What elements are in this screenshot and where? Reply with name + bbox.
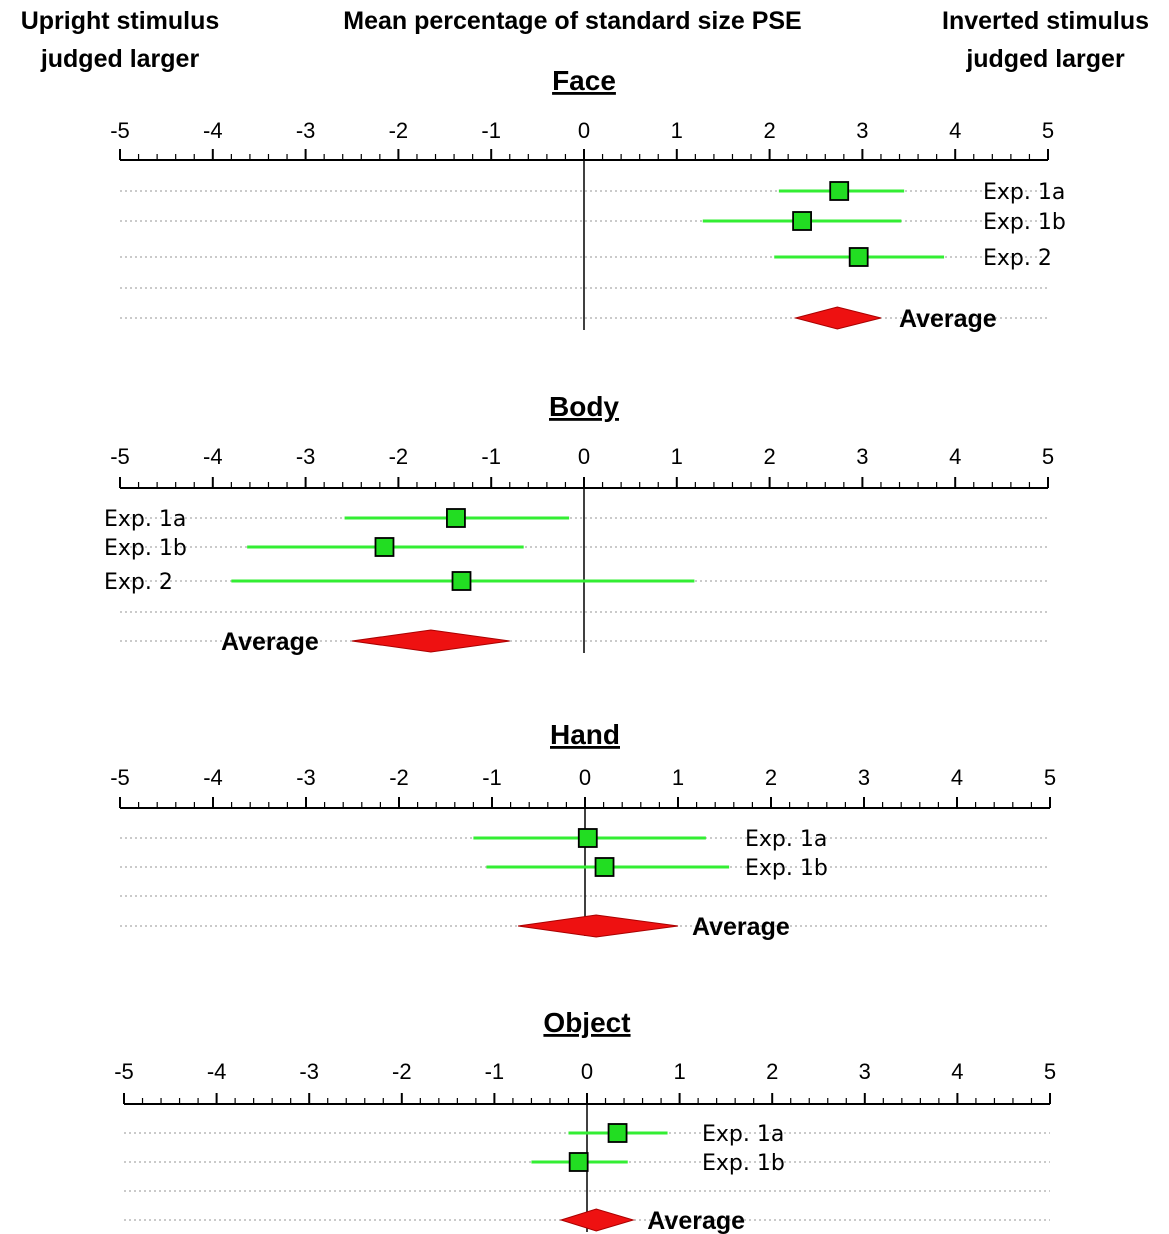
panel-title-object: Object bbox=[543, 1007, 630, 1038]
tick-label-hand: -5 bbox=[110, 765, 130, 790]
tick-label-hand: 0 bbox=[579, 765, 591, 790]
inverted-larger-header: Inverted stimulus judged larger bbox=[922, 2, 1169, 78]
upright-larger-text: Upright stimulus judged larger bbox=[20, 7, 220, 73]
row-label: Exp. 1b bbox=[745, 856, 828, 881]
point-estimate-marker bbox=[607, 1123, 628, 1143]
tick-label-body: 2 bbox=[763, 444, 775, 469]
tick-label-hand: -4 bbox=[203, 765, 223, 790]
tick-label-object: 2 bbox=[766, 1059, 778, 1084]
average-label: Average bbox=[899, 305, 997, 333]
tick-label-hand: 1 bbox=[672, 765, 684, 790]
average-label: Average bbox=[692, 913, 790, 941]
tick-label-object: 0 bbox=[581, 1059, 593, 1084]
chart-main-title: Mean percentage of standard size PSE bbox=[300, 2, 845, 40]
row-label: Exp. 1a bbox=[745, 827, 827, 852]
tick-label-body: -2 bbox=[389, 444, 409, 469]
tick-label-body: -3 bbox=[296, 444, 316, 469]
tick-label-hand: 3 bbox=[858, 765, 870, 790]
tick-label-face: 3 bbox=[856, 118, 868, 143]
panel-title-body: Body bbox=[549, 391, 619, 422]
point-estimate-marker bbox=[594, 857, 615, 877]
point-estimate-marker bbox=[568, 1152, 589, 1172]
row-label: Exp. 1b bbox=[104, 536, 187, 561]
row-label: Exp. 1b bbox=[702, 1151, 785, 1176]
tick-label-object: 3 bbox=[859, 1059, 871, 1084]
tick-label-object: 1 bbox=[673, 1059, 685, 1084]
tick-label-hand: 5 bbox=[1044, 765, 1056, 790]
tick-label-body: -5 bbox=[110, 444, 130, 469]
tick-label-object: 4 bbox=[951, 1059, 963, 1084]
panel-title-face: Face bbox=[552, 65, 616, 96]
tick-label-object: -3 bbox=[299, 1059, 319, 1084]
average-effect-diamond bbox=[517, 914, 679, 938]
tick-label-face: 4 bbox=[949, 118, 961, 143]
tick-label-hand: -2 bbox=[389, 765, 409, 790]
average-label: Average bbox=[647, 1207, 745, 1234]
tick-label-object: -1 bbox=[485, 1059, 505, 1084]
upright-larger-header: Upright stimulus judged larger bbox=[0, 2, 240, 78]
tick-label-face: -2 bbox=[389, 118, 409, 143]
tick-label-body: 4 bbox=[949, 444, 961, 469]
tick-label-face: 2 bbox=[763, 118, 775, 143]
tick-label-face: -5 bbox=[110, 118, 130, 143]
tick-label-body: -4 bbox=[203, 444, 223, 469]
tick-label-hand: 2 bbox=[765, 765, 777, 790]
tick-label-face: -3 bbox=[296, 118, 316, 143]
tick-label-face: -4 bbox=[203, 118, 223, 143]
tick-label-object: -4 bbox=[207, 1059, 227, 1084]
point-estimate-marker bbox=[577, 828, 598, 848]
tick-label-body: 1 bbox=[671, 444, 683, 469]
row-label: Exp. 2 bbox=[983, 246, 1052, 271]
inverted-larger-text: Inverted stimulus judged larger bbox=[942, 7, 1149, 73]
average-label: Average bbox=[221, 628, 319, 656]
panel-title-hand: Hand bbox=[550, 719, 620, 750]
tick-label-hand: -3 bbox=[296, 765, 316, 790]
tick-label-body: 5 bbox=[1042, 444, 1054, 469]
point-estimate-marker bbox=[848, 247, 869, 267]
tick-label-face: 5 bbox=[1042, 118, 1054, 143]
tick-label-object: 5 bbox=[1044, 1059, 1056, 1084]
average-effect-diamond bbox=[351, 629, 510, 653]
row-label: Exp. 1b bbox=[983, 210, 1066, 235]
tick-label-face: 1 bbox=[671, 118, 683, 143]
point-estimate-marker bbox=[446, 508, 466, 528]
tick-label-body: -1 bbox=[481, 444, 501, 469]
row-label: Exp. 1a bbox=[983, 180, 1065, 205]
tick-label-object: -5 bbox=[114, 1059, 134, 1084]
tick-label-object: -2 bbox=[392, 1059, 412, 1084]
tick-label-face: 0 bbox=[578, 118, 590, 143]
row-label: Exp. 2 bbox=[104, 570, 173, 595]
point-estimate-marker bbox=[792, 211, 812, 231]
point-estimate-marker bbox=[451, 571, 472, 591]
row-label: Exp. 1a bbox=[104, 507, 186, 532]
point-estimate-marker bbox=[374, 537, 395, 557]
point-estimate-marker bbox=[829, 181, 850, 201]
row-label: Exp. 1a bbox=[702, 1122, 784, 1147]
average-effect-diamond bbox=[559, 1208, 636, 1232]
tick-label-body: 0 bbox=[578, 444, 590, 469]
tick-label-hand: -1 bbox=[482, 765, 502, 790]
tick-label-face: -1 bbox=[481, 118, 501, 143]
tick-label-body: 3 bbox=[856, 444, 868, 469]
tick-label-hand: 4 bbox=[951, 765, 963, 790]
average-effect-diamond bbox=[793, 306, 882, 330]
chart-main-title-text: Mean percentage of standard size PSE bbox=[343, 7, 802, 35]
